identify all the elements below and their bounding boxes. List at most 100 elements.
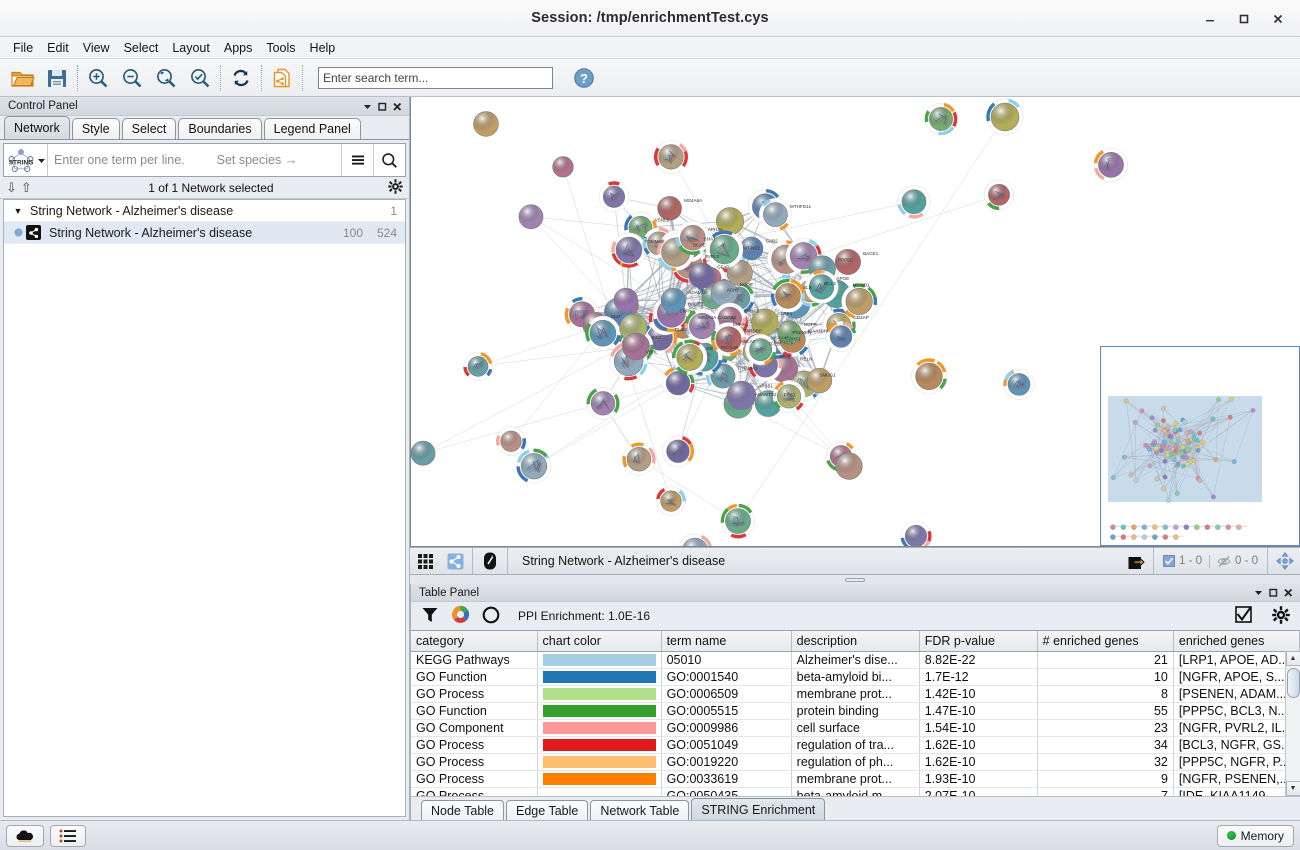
tab-select[interactable]: Select <box>121 118 177 139</box>
zoom-fit-network-icon[interactable] <box>183 62 217 94</box>
refresh-icon[interactable] <box>224 62 258 94</box>
scrollbar-thumb[interactable] <box>1286 668 1300 698</box>
panel-splitter[interactable] <box>410 575 1300 584</box>
birds-eye-graph <box>1110 396 1256 540</box>
tab-legend-panel[interactable]: Legend Panel <box>263 118 361 139</box>
maximize-button[interactable] <box>1228 5 1260 33</box>
menu-file[interactable]: File <box>13 40 34 55</box>
tab-network-table[interactable]: Network Table <box>590 800 690 820</box>
table-row[interactable]: GO Process GO:0033619 membrane prot... 1.93… <box>411 770 1300 788</box>
enrichment-table-body[interactable]: KEGG Pathways 05010 Alzheimer's dise... 8.8… <box>411 651 1300 796</box>
tree-row-root[interactable]: ▼ String Network - Alzheimer's disease 1 <box>4 200 405 222</box>
tab-node-table[interactable]: Node Table <box>421 800 505 820</box>
gear-icon[interactable] <box>1272 605 1290 627</box>
zoom-fit-selected-icon[interactable] <box>149 62 183 94</box>
svg-text:MME: MME <box>780 354 791 359</box>
cloud-icon[interactable] <box>6 824 44 847</box>
open-session-icon[interactable] <box>6 62 40 94</box>
float-panel-icon[interactable] <box>1266 585 1281 600</box>
string-term-input[interactable]: Enter one term per line. Set species → <box>48 144 341 176</box>
donut-chart-icon[interactable] <box>451 605 470 627</box>
selected-nodes-counter[interactable]: 1 - 0 <box>1156 555 1209 567</box>
checkbox-checked-icon[interactable] <box>1235 606 1252 626</box>
close-panel-icon[interactable] <box>390 99 405 114</box>
tab-string-enrichment[interactable]: STRING Enrichment <box>691 798 826 820</box>
col-chart-color[interactable]: chart color <box>537 631 662 652</box>
table-row[interactable]: GO Function GO:0001540 beta-amyloid bi... 1… <box>411 668 1300 686</box>
close-button[interactable] <box>1262 5 1294 33</box>
menu-help[interactable]: Help <box>309 40 336 55</box>
string-logo-dropdown[interactable]: STRING <box>4 144 48 176</box>
tab-edge-table[interactable]: Edge Table <box>506 800 589 820</box>
tab-boundaries[interactable]: Boundaries <box>178 118 262 139</box>
table-row[interactable]: GO Process GO:0006509 membrane prot... 1.42… <box>411 685 1300 703</box>
table-row[interactable]: GO Component GO:0009986 cell surface 1.54E-… <box>411 719 1300 737</box>
menu-layout[interactable]: Layout <box>172 40 210 55</box>
menu-view[interactable]: View <box>82 40 110 55</box>
fit-content-icon[interactable] <box>1270 548 1300 575</box>
tab-style[interactable]: Style <box>71 118 120 139</box>
help-icon[interactable]: ? <box>567 62 601 94</box>
zoom-in-icon[interactable] <box>81 62 115 94</box>
scroll-up-arrow[interactable]: ▲ <box>1285 651 1300 666</box>
hamburger-menu-icon[interactable] <box>341 144 373 176</box>
col-fdr-pvalue[interactable]: FDR p-value <box>919 631 1038 652</box>
search-icon[interactable] <box>373 144 405 176</box>
table-row[interactable]: GO Process GO:0019220 regulation of ph... 1… <box>411 753 1300 771</box>
menu-apps[interactable]: Apps <box>223 40 253 55</box>
col-enriched-genes[interactable]: enriched genes <box>1173 631 1300 652</box>
zoom-out-icon[interactable] <box>115 62 149 94</box>
enrichment-table-wrapper[interactable]: category chart color term name descripti… <box>411 630 1300 796</box>
export-network-icon[interactable] <box>265 62 299 94</box>
task-list-icon[interactable] <box>50 824 86 847</box>
table-tabs: Node Table Edge Table Network Table STRI… <box>411 796 1300 820</box>
chevron-down-icon[interactable]: ▼ <box>13 205 23 216</box>
close-panel-icon[interactable] <box>1281 585 1296 600</box>
circle-outline-icon[interactable] <box>482 606 500 627</box>
network-graph[interactable]: MT-ND2 MT-ND1 VSNL1 CD2AP MS4A4A MS4A6A MS4A4E… <box>411 97 1300 546</box>
toolbar-separator-3 <box>1152 548 1154 574</box>
table-row[interactable]: GO Function GO:0005515 protein binding 1.47… <box>411 702 1300 720</box>
minimize-button[interactable] <box>1194 5 1226 33</box>
chevron-down-icon[interactable] <box>360 99 375 114</box>
tree-network-nodes: 100 <box>342 225 363 240</box>
chevron-down-icon[interactable] <box>1251 585 1266 600</box>
gear-icon[interactable] <box>388 178 403 197</box>
expand-all-icon[interactable]: ⇧ <box>20 179 32 195</box>
search-placeholder: Enter search term... <box>323 70 429 85</box>
scroll-down-arrow[interactable]: ▼ <box>1285 781 1300 796</box>
hidden-nodes-counter[interactable]: 0 - 0 <box>1208 554 1265 568</box>
table-vertical-scrollbar[interactable]: ▲ ▼ <box>1285 651 1300 796</box>
float-panel-icon[interactable] <box>375 99 390 114</box>
birds-eye-view[interactable] <box>1100 346 1300 546</box>
annotate-icon[interactable] <box>475 548 505 575</box>
search-input[interactable]: Enter search term... <box>318 66 553 89</box>
col-term-name[interactable]: term name <box>661 631 792 652</box>
table-row[interactable]: GO Process GO:0051049 regulation of tra...… <box>411 736 1300 754</box>
col-category[interactable]: category <box>411 631 538 652</box>
table-row[interactable]: GO Process GO:0050435 beta-amyloid m... 2.0… <box>411 787 1300 796</box>
svg-text:MT-ND2: MT-ND2 <box>743 245 761 250</box>
col-description[interactable]: description <box>791 631 920 652</box>
network-tree[interactable]: ▼ String Network - Alzheimer's disease 1 <box>3 199 406 817</box>
grid-layout-icon[interactable] <box>410 548 440 575</box>
tab-network[interactable]: Network <box>4 116 70 139</box>
cell-fdr-pvalue: 1.47E-10 <box>919 702 1038 720</box>
table-row[interactable]: KEGG Pathways 05010 Alzheimer's dise... 8.8… <box>411 651 1300 669</box>
funnel-filter-icon[interactable] <box>421 606 439 627</box>
menu-select[interactable]: Select <box>123 40 159 55</box>
save-session-icon[interactable] <box>40 62 74 94</box>
splitter-handle[interactable] <box>845 577 865 582</box>
col-enriched-count[interactable]: # enriched genes <box>1037 631 1174 652</box>
network-view-canvas[interactable]: MT-ND2 MT-ND1 VSNL1 CD2AP MS4A4A MS4A6A MS4A4E… <box>410 97 1300 547</box>
tree-row-network[interactable]: String Network - Alzheimer's disease 100… <box>4 222 405 244</box>
collapse-all-icon[interactable]: ⇩ <box>6 179 17 195</box>
enrichment-table[interactable]: category chart color term name descripti… <box>411 631 1300 796</box>
menu-tools[interactable]: Tools <box>266 40 296 55</box>
memory-status-button[interactable]: Memory <box>1216 824 1294 847</box>
set-species-link[interactable]: Set species → <box>216 153 298 167</box>
checkbox-checked-icon <box>1162 555 1175 567</box>
export-image-icon[interactable] <box>1121 548 1151 575</box>
menu-edit[interactable]: Edit <box>47 40 69 55</box>
string-network-icon[interactable] <box>440 548 470 575</box>
